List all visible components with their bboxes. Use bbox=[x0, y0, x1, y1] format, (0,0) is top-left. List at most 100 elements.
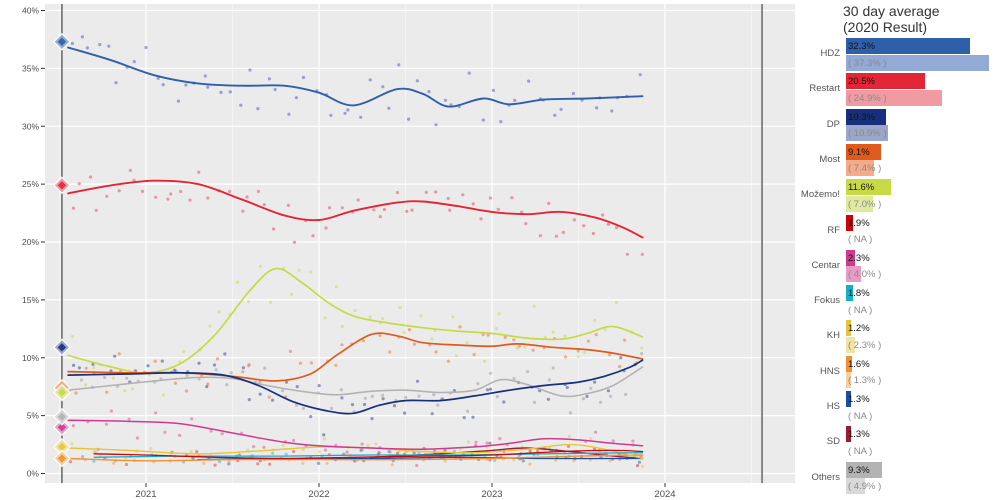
avg-value-hdz: 32.3% bbox=[848, 41, 875, 52]
avg-value-fokus: 1.8% bbox=[848, 288, 870, 300]
result2020-bar-mozemo bbox=[846, 195, 873, 212]
avg-value-others: 9.3% bbox=[848, 464, 870, 476]
result2020-value-kh: ( 2.3% ) bbox=[848, 339, 882, 351]
trend-line-restart bbox=[67, 179, 644, 239]
result2020-value-hdz: ( 37.3% ) bbox=[848, 57, 887, 69]
result2020-bar-centar bbox=[846, 266, 862, 283]
gridlines bbox=[45, 4, 795, 483]
avg-value-restart: 20.5% bbox=[848, 76, 875, 88]
avg-bar-sd bbox=[846, 426, 851, 443]
y-tick-label: 15% bbox=[22, 295, 39, 305]
result-marker-hns bbox=[53, 449, 71, 468]
avg-bar-dp bbox=[846, 108, 886, 125]
x-tick-label: 2023 bbox=[481, 489, 502, 500]
x-tick-label: 2021 bbox=[135, 489, 156, 500]
result2020-value-sd: ( NA ) bbox=[848, 445, 873, 457]
party-label-hdz: HDZ bbox=[820, 48, 840, 59]
result2020-value-hns: ( 1.3% ) bbox=[848, 375, 882, 387]
party-label-hns: HNS bbox=[819, 365, 840, 377]
avg-bar-mozemo bbox=[846, 179, 891, 196]
chart-panel: 0% 5% 10% 15% 20% 25% 30% 35% 40% 2021 2022 2023 202… bbox=[22, 4, 795, 500]
legend-title-line2: (2020 Result) bbox=[843, 19, 928, 35]
legend: 30 day average (2020 Result) HDZ 32.3% ( 3… bbox=[800, 0, 1000, 500]
trend-line-hns bbox=[67, 454, 644, 462]
result2020-value-others: ( 4.9% ) bbox=[848, 481, 882, 493]
result-marker-others bbox=[53, 407, 71, 426]
scatter-hdz bbox=[70, 35, 642, 127]
trend-line-centar bbox=[67, 419, 644, 450]
y-tick-label: 40% bbox=[22, 6, 39, 16]
party-label-rf: RF bbox=[827, 224, 840, 236]
party-label-most: Most bbox=[819, 153, 840, 165]
result2020-bar-hns bbox=[846, 372, 851, 389]
trend-line-rf bbox=[93, 449, 644, 460]
avg-bar-rf bbox=[846, 214, 854, 231]
plot-background bbox=[45, 4, 795, 483]
trend-line-others bbox=[67, 366, 644, 398]
result2020-value-dp: ( 10.9% ) bbox=[848, 128, 887, 140]
legend-title: 30 day average (2020 Result) bbox=[843, 3, 940, 35]
avg-bar-others bbox=[846, 461, 882, 478]
result2020-value-fokus: ( NA ) bbox=[848, 304, 873, 316]
result2020-value-restart: ( 24.9% ) bbox=[848, 92, 887, 104]
party-label-sd: SD bbox=[826, 436, 840, 448]
scatter-restart bbox=[71, 168, 644, 256]
y-tick-label: 25% bbox=[22, 179, 39, 189]
result2020-value-mozemo: ( 7.0% ) bbox=[848, 198, 882, 210]
result2020-bar-others bbox=[846, 478, 865, 495]
result-marker-hdz bbox=[53, 32, 71, 51]
party-label-fokus: Fokus bbox=[814, 295, 840, 307]
election-lines bbox=[61, 4, 763, 483]
result-marker-mozemo bbox=[53, 383, 71, 402]
x-tick-label: 2024 bbox=[654, 489, 675, 500]
party-label-dp: DP bbox=[826, 118, 840, 130]
y-axis: 0% 5% 10% 15% 20% 25% 30% 35% 40% bbox=[22, 6, 45, 479]
avg-bar-restart bbox=[846, 73, 925, 90]
result2020-value-rf: ( NA ) bbox=[848, 234, 873, 245]
avg-value-dp: 10.3% bbox=[848, 111, 875, 123]
avg-value-sd: 1.3% bbox=[848, 429, 870, 441]
trend-line-mozemo bbox=[67, 267, 644, 374]
party-label-mozemo: Možemo! bbox=[800, 189, 840, 201]
avg-bar-kh bbox=[846, 320, 851, 337]
avg-bar-most bbox=[846, 143, 881, 160]
result2020-bar-most bbox=[846, 160, 875, 177]
avg-value-kh: 1.2% bbox=[848, 323, 870, 335]
legend-title-line1: 30 day average bbox=[843, 3, 940, 19]
trend-lines bbox=[67, 46, 644, 462]
avg-value-hs: 1.3% bbox=[848, 394, 870, 405]
avg-bar-hs bbox=[846, 391, 851, 407]
y-tick-label: 35% bbox=[22, 63, 39, 73]
result2020-bar-hdz bbox=[846, 54, 990, 71]
result-marker-centar bbox=[53, 418, 71, 437]
trend-line-dp bbox=[67, 359, 644, 415]
result2020-bar-restart bbox=[846, 89, 942, 106]
avg-bar-hdz bbox=[846, 38, 971, 54]
x-tick-label: 2022 bbox=[308, 489, 329, 500]
party-label-restart: Restart bbox=[809, 83, 840, 95]
scatter-others bbox=[67, 352, 644, 415]
trend-line-hdz bbox=[67, 46, 644, 108]
avg-value-rf: 1.9% bbox=[848, 217, 870, 229]
avg-value-hns: 1.6% bbox=[848, 358, 870, 370]
avg-bar-hns bbox=[846, 355, 853, 372]
avg-bar-centar bbox=[846, 249, 855, 266]
y-tick-label: 20% bbox=[22, 237, 39, 247]
result2020-value-most: ( 7.4% ) bbox=[848, 163, 882, 175]
result2020-value-hs: ( NA ) bbox=[848, 410, 873, 422]
party-label-kh: KH bbox=[826, 330, 840, 342]
avg-value-centar: 2.3% bbox=[848, 252, 870, 264]
result-marker-dp bbox=[53, 338, 71, 357]
y-tick-label: 0% bbox=[27, 469, 40, 479]
scatter-dp bbox=[72, 352, 637, 437]
x-axis: 2021 2022 2023 2024 bbox=[135, 483, 676, 500]
avg-bar-fokus bbox=[846, 285, 853, 302]
avg-value-mozemo: 11.6% bbox=[848, 182, 875, 194]
party-label-centar: Centar bbox=[811, 259, 840, 271]
result2020-bar-kh bbox=[846, 336, 855, 353]
result-marker-restart bbox=[53, 176, 71, 195]
result2020-value-centar: ( 4.0% ) bbox=[848, 269, 882, 281]
y-tick-label: 10% bbox=[22, 353, 39, 363]
result-2020-markers bbox=[53, 32, 71, 468]
